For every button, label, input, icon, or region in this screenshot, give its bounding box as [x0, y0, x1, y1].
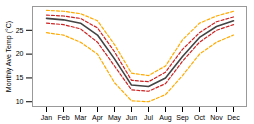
- svg-text:Aug: Aug: [159, 114, 172, 122]
- svg-text:Dec: Dec: [227, 114, 240, 121]
- svg-text:20: 20: [16, 50, 24, 57]
- svg-text:Monthly Ave Temp (°C): Monthly Ave Temp (°C): [5, 21, 13, 92]
- svg-text:May: May: [108, 114, 122, 122]
- svg-text:Nov: Nov: [210, 114, 223, 121]
- svg-text:Jan: Jan: [41, 114, 52, 121]
- svg-text:Sep: Sep: [176, 114, 189, 122]
- svg-text:15: 15: [16, 74, 24, 81]
- svg-text:Oct: Oct: [194, 114, 205, 121]
- svg-text:Mar: Mar: [74, 114, 87, 121]
- svg-text:Apr: Apr: [92, 114, 104, 122]
- svg-text:Jun: Jun: [126, 114, 137, 121]
- svg-text:Jul: Jul: [144, 114, 153, 121]
- svg-text:25: 25: [16, 27, 24, 34]
- svg-text:10: 10: [16, 98, 24, 105]
- svg-text:Feb: Feb: [57, 114, 69, 121]
